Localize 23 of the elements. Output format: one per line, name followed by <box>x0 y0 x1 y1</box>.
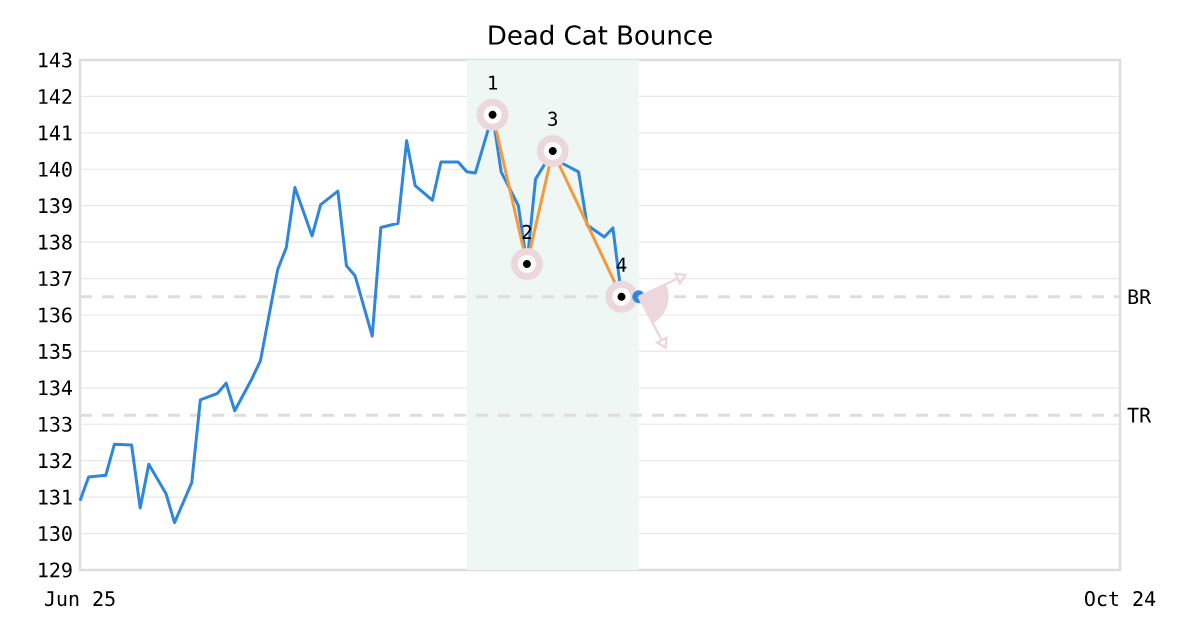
chart-title: Dead Cat Bounce <box>489 24 712 45</box>
y-tick-label: 130 <box>39 525 72 542</box>
annotation: 1 <box>489 75 498 90</box>
y-tick-label: 133 <box>39 416 72 432</box>
annotation: 2 <box>522 224 532 239</box>
ref-line-label: BR <box>1128 289 1152 305</box>
x-tick-label: Jun 25 <box>44 591 115 607</box>
y-tick-label: 135 <box>39 343 72 359</box>
y-tick-label: 136 <box>39 307 72 323</box>
y-tick-label: 137 <box>39 270 72 287</box>
y-tick-label: 138 <box>39 234 72 250</box>
ref-line-label: TR <box>1127 407 1152 423</box>
y-tick-label: 132 <box>39 453 72 469</box>
y-tick-label: 129 <box>39 562 72 578</box>
annotation: 3 <box>548 111 558 127</box>
y-tick-label: 131 <box>39 489 72 505</box>
y-tick-label: 141 <box>39 125 72 141</box>
y-tick-label: 140 <box>39 161 72 177</box>
y-tick-label: 139 <box>39 198 72 214</box>
y-tick-label: 134 <box>39 380 72 396</box>
y-tick-label: 142 <box>39 88 72 104</box>
y-tick-label: 143 <box>39 52 72 68</box>
x-tick-label: Oct 24 <box>1085 591 1156 607</box>
